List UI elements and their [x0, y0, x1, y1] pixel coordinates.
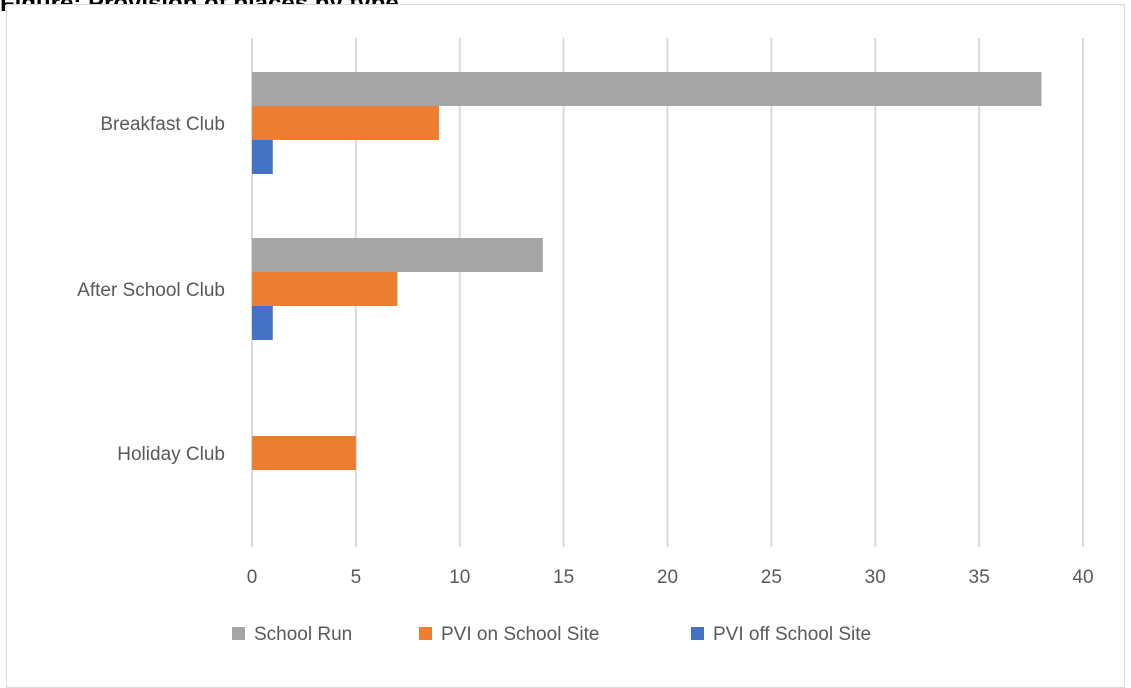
legend-swatch-pvi-on-school-site [419, 627, 432, 640]
legend-swatch-pvi-off-school-site [691, 627, 704, 640]
bar-layer [252, 72, 1042, 470]
chart-frame [6, 4, 1125, 688]
x-tick-label: 35 [969, 567, 990, 588]
x-tick-label: 0 [247, 567, 258, 588]
legend-swatch-school-run [232, 627, 245, 640]
x-tick-label: 40 [1072, 567, 1093, 588]
bar-pvi-on-school-site-after-school-club [252, 272, 398, 306]
x-tick-label: 5 [351, 567, 362, 588]
x-tick-label: 25 [761, 567, 782, 588]
category-label-holiday-club: Holiday Club [117, 444, 225, 465]
bar-pvi-on-school-site-holiday-club [252, 436, 356, 470]
legend: School Run PVI on School Site PVI off Scho… [232, 624, 871, 645]
bar-school-run-after-school-club [252, 238, 543, 272]
category-label-after-school-club: After School Club [77, 280, 225, 301]
bar-pvi-on-school-site-breakfast-club [252, 106, 439, 140]
x-tick-label: 15 [553, 567, 574, 588]
x-tick-label: 30 [865, 567, 886, 588]
bar-school-run-breakfast-club [252, 72, 1042, 106]
bar-pvi-off-school-site-breakfast-club [252, 140, 273, 174]
x-tick-label: 20 [657, 567, 678, 588]
legend-label-pvi-on-school-site: PVI on School Site [441, 624, 599, 645]
legend-label-school-run: School Run [254, 624, 352, 645]
value-axis: 0 5 10 15 20 25 30 35 40 [247, 567, 1094, 588]
category-axis: Breakfast Club After School Club Holiday C… [77, 114, 225, 465]
bar-pvi-off-school-site-after-school-club [252, 306, 273, 340]
legend-label-pvi-off-school-site: PVI off School Site [713, 624, 871, 645]
grid-layer [251, 38, 1084, 547]
category-label-breakfast-club: Breakfast Club [100, 114, 225, 135]
x-tick-label: 10 [449, 567, 470, 588]
